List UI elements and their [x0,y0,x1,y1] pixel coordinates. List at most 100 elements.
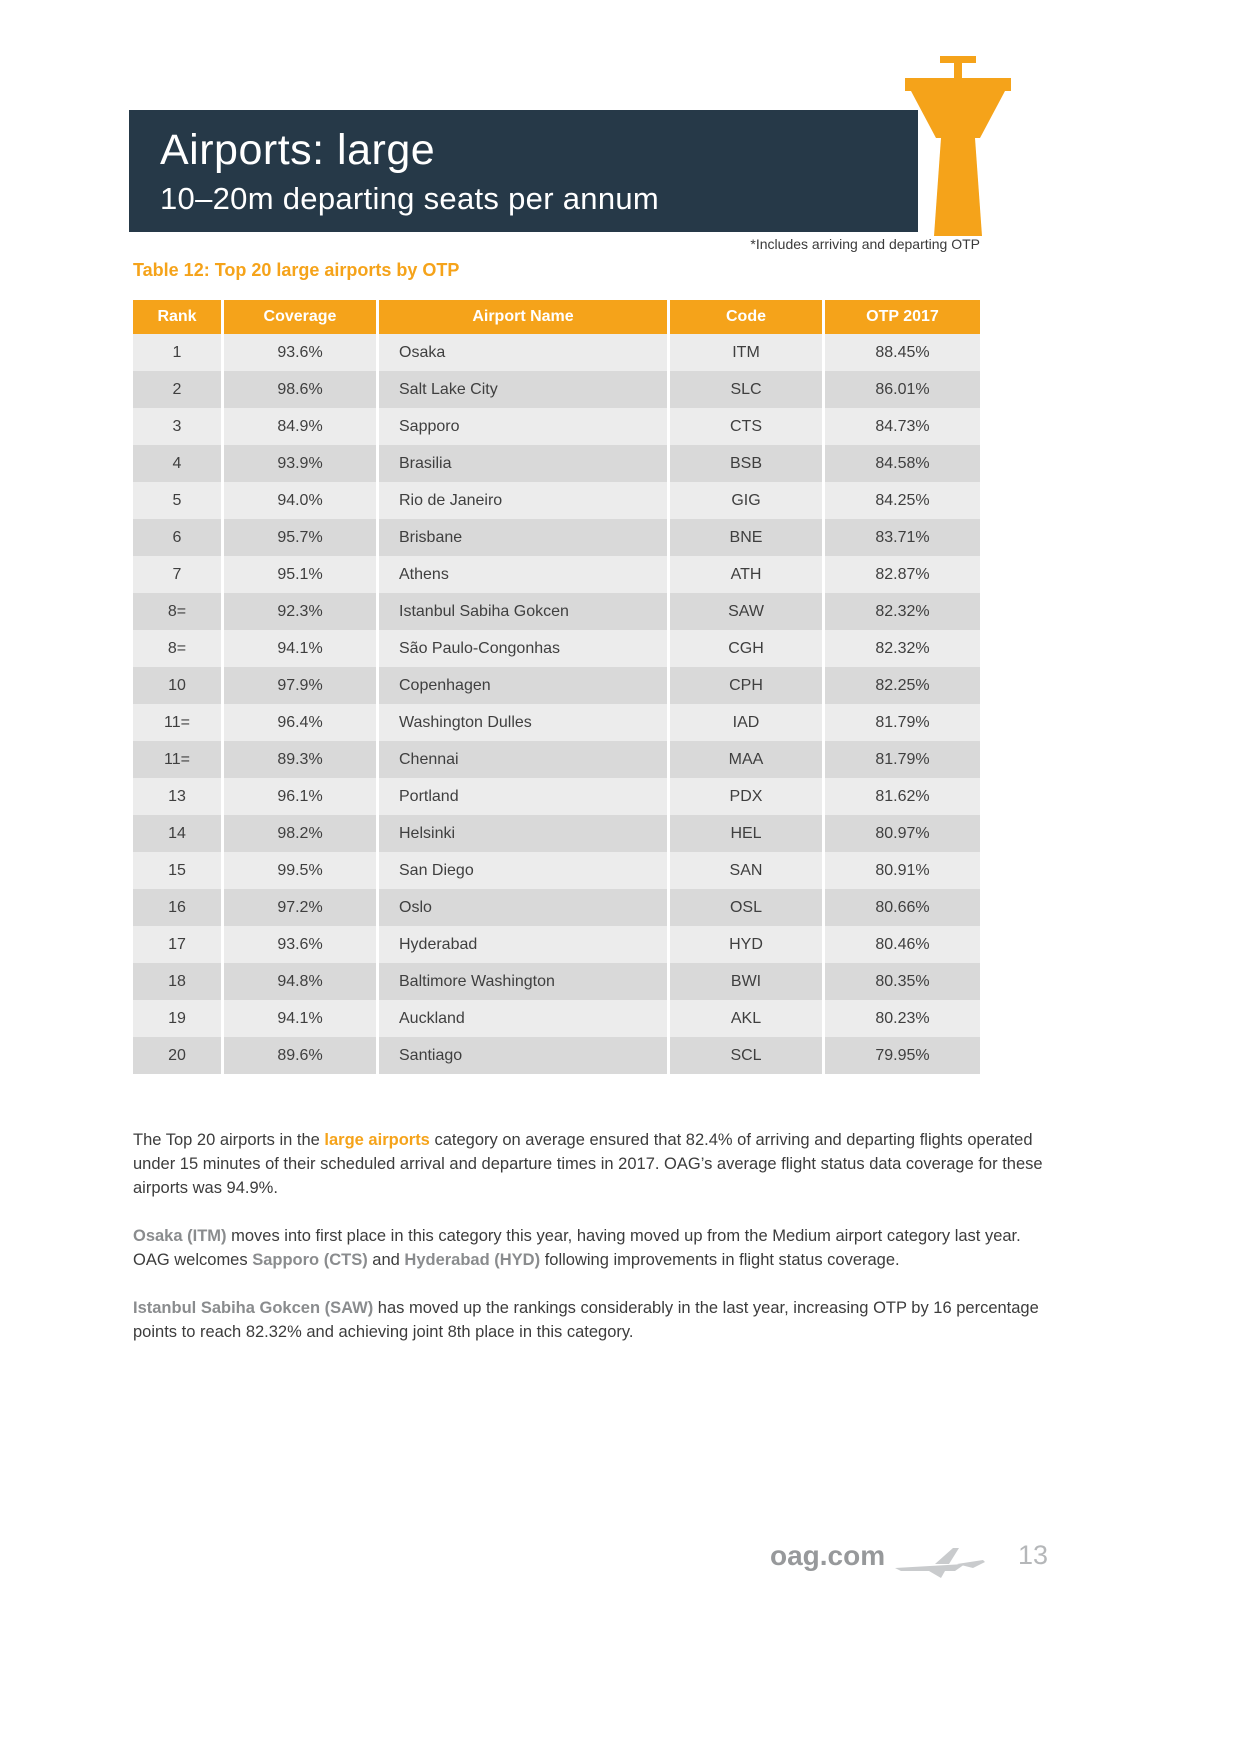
rank-cell: 3 [133,408,221,445]
coverage-cell: 89.6% [224,1037,376,1074]
highlight-segment: Hyderabad (HYD) [404,1251,541,1269]
airports-table: Rank Coverage Airport Name Code OTP 2017 1 93… [130,300,983,1074]
airport-name-cell: Chennai [379,741,667,778]
rank-cell: 8= [133,630,221,667]
otp-cell: 82.25% [825,667,980,704]
paragraph: Osaka (ITM) moves into first place in th… [133,1224,1058,1272]
rank-cell: 5 [133,482,221,519]
otp-cell: 82.32% [825,593,980,630]
coverage-cell: 84.9% [224,408,376,445]
text-segment: The Top 20 airports in the [133,1131,325,1149]
rank-cell: 20 [133,1037,221,1074]
otp-cell: 80.91% [825,852,980,889]
coverage-cell: 89.3% [224,741,376,778]
airport-name-cell: Rio de Janeiro [379,482,667,519]
table-row: 8= 94.1% São Paulo-Congonhas CGH 82.32% [133,630,980,667]
airport-name-cell: Brasilia [379,445,667,482]
column-header: Airport Name [379,300,667,334]
airport-name-cell: Hyderabad [379,926,667,963]
otp-cell: 88.45% [825,334,980,371]
rank-cell: 7 [133,556,221,593]
code-cell: SCL [670,1037,822,1074]
coverage-cell: 98.6% [224,371,376,408]
rank-cell: 4 [133,445,221,482]
otp-cell: 82.87% [825,556,980,593]
airport-name-cell: Helsinki [379,815,667,852]
header-banner: Airports: large 10–20m departing seats p… [129,110,918,232]
text-segment: moves into first place in this category … [133,1227,1021,1269]
column-header: Code [670,300,822,334]
code-cell: CGH [670,630,822,667]
airport-name-cell: Auckland [379,1000,667,1037]
code-cell: GIG [670,482,822,519]
otp-cell: 81.79% [825,704,980,741]
airport-name-cell: Washington Dulles [379,704,667,741]
code-cell: CTS [670,408,822,445]
rank-cell: 2 [133,371,221,408]
airport-name-cell: Istanbul Sabiha Gokcen [379,593,667,630]
otp-note: *Includes arriving and departing OTP [750,236,980,252]
page-title: Airports: large [160,125,436,174]
airplane-icon [895,1548,985,1578]
rank-cell: 13 [133,778,221,815]
table-row: 2 98.6% Salt Lake City SLC 86.01% [133,371,980,408]
table-row: 19 94.1% Auckland AKL 80.23% [133,1000,980,1037]
otp-cell: 80.97% [825,815,980,852]
otp-cell: 84.73% [825,408,980,445]
highlight-segment: Sapporo (CTS) [252,1251,368,1269]
coverage-cell: 93.6% [224,926,376,963]
otp-cell: 79.95% [825,1037,980,1074]
body-text: The Top 20 airports in the large airport… [133,1128,1058,1368]
table-row: 8= 92.3% Istanbul Sabiha Gokcen SAW 82.32% [133,593,980,630]
rank-cell: 17 [133,926,221,963]
coverage-cell: 93.6% [224,334,376,371]
table-row: 14 98.2% Helsinki HEL 80.97% [133,815,980,852]
code-cell: MAA [670,741,822,778]
code-cell: HEL [670,815,822,852]
table-row: 15 99.5% San Diego SAN 80.91% [133,852,980,889]
code-cell: AKL [670,1000,822,1037]
airport-name-cell: Portland [379,778,667,815]
code-cell: BWI [670,963,822,1000]
table-row: 5 94.0% Rio de Janeiro GIG 84.25% [133,482,980,519]
otp-cell: 80.23% [825,1000,980,1037]
otp-cell: 81.79% [825,741,980,778]
highlight-segment: Osaka (ITM) [133,1227,227,1245]
coverage-cell: 94.1% [224,1000,376,1037]
code-cell: SAN [670,852,822,889]
coverage-cell: 92.3% [224,593,376,630]
table-row: 7 95.1% Athens ATH 82.87% [133,556,980,593]
coverage-cell: 98.2% [224,815,376,852]
table-row: 11= 89.3% Chennai MAA 81.79% [133,741,980,778]
otp-cell: 80.66% [825,889,980,926]
airport-name-cell: São Paulo-Congonhas [379,630,667,667]
otp-cell: 81.62% [825,778,980,815]
coverage-cell: 94.1% [224,630,376,667]
coverage-cell: 94.0% [224,482,376,519]
airport-name-cell: Athens [379,556,667,593]
code-cell: BNE [670,519,822,556]
rank-cell: 8= [133,593,221,630]
code-cell: HYD [670,926,822,963]
code-cell: ATH [670,556,822,593]
paragraph: Istanbul Sabiha Gokcen (SAW) has moved u… [133,1296,1058,1344]
rank-cell: 14 [133,815,221,852]
table-row: 20 89.6% Santiago SCL 79.95% [133,1037,980,1074]
code-cell: CPH [670,667,822,704]
coverage-cell: 97.9% [224,667,376,704]
page-number: 13 [1018,1540,1049,1570]
table-row: 3 84.9% Sapporo CTS 84.73% [133,408,980,445]
table-row: 4 93.9% Brasilia BSB 84.58% [133,445,980,482]
rank-cell: 11= [133,741,221,778]
airport-name-cell: Santiago [379,1037,667,1074]
rank-cell: 15 [133,852,221,889]
text-segment: category on average ensured that 82.4% o… [133,1131,1043,1197]
rank-cell: 1 [133,334,221,371]
table-title: Table 12: Top 20 large airports by OTP [133,260,460,280]
rank-cell: 6 [133,519,221,556]
table-row: 1 93.6% Osaka ITM 88.45% [133,334,980,371]
rank-cell: 10 [133,667,221,704]
airports-table-body: 1 93.6% Osaka ITM 88.45% 2 98.6% Salt Lake City… [133,334,980,1074]
page-subtitle: 10–20m departing seats per annum [160,180,660,216]
coverage-cell: 94.8% [224,963,376,1000]
